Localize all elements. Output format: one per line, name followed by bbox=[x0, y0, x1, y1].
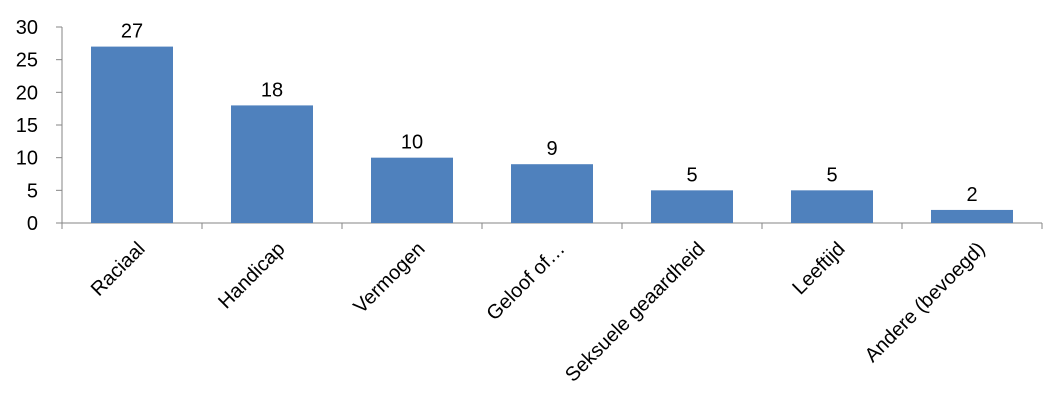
y-tick-label: 20 bbox=[16, 82, 38, 104]
category-labels-group: Raciaal Handicap Vermogen Geloof of…Seksuel… bbox=[87, 238, 990, 386]
category-label: Andere (bevoegd) bbox=[861, 238, 990, 367]
y-tick-label: 0 bbox=[27, 213, 38, 235]
bar bbox=[651, 190, 733, 223]
data-label: 27 bbox=[121, 21, 143, 43]
data-label: 5 bbox=[686, 164, 697, 186]
y-tick-label: 10 bbox=[16, 148, 38, 170]
data-label: 18 bbox=[261, 79, 283, 101]
bar bbox=[931, 209, 1013, 223]
category-label: Leeftijd bbox=[788, 238, 849, 299]
category-label: Seksuele geaardheid bbox=[561, 238, 709, 386]
bar bbox=[791, 190, 873, 223]
data-label: 2 bbox=[966, 184, 977, 206]
category-label: Handicap bbox=[214, 238, 289, 313]
bar bbox=[371, 157, 453, 223]
category-label: Geloof of… bbox=[482, 238, 569, 325]
y-tick-label: 5 bbox=[27, 180, 38, 202]
y-tick-label: 25 bbox=[16, 50, 38, 72]
bars-group bbox=[91, 46, 1013, 223]
y-tick-label: 30 bbox=[16, 17, 38, 39]
data-labels-group: 27 18 10 9 5 5 2 bbox=[121, 21, 978, 206]
category-label: Raciaal bbox=[87, 238, 150, 301]
y-axis-ticks: 0 5 10 15 20 25 30 bbox=[16, 17, 62, 235]
bar bbox=[511, 164, 593, 223]
bar bbox=[231, 105, 313, 223]
bar bbox=[91, 46, 173, 223]
data-label: 5 bbox=[826, 164, 837, 186]
category-label: Vermogen bbox=[350, 238, 430, 318]
data-label: 10 bbox=[401, 132, 423, 154]
data-label: 9 bbox=[546, 138, 557, 160]
y-tick-label: 15 bbox=[16, 115, 38, 137]
